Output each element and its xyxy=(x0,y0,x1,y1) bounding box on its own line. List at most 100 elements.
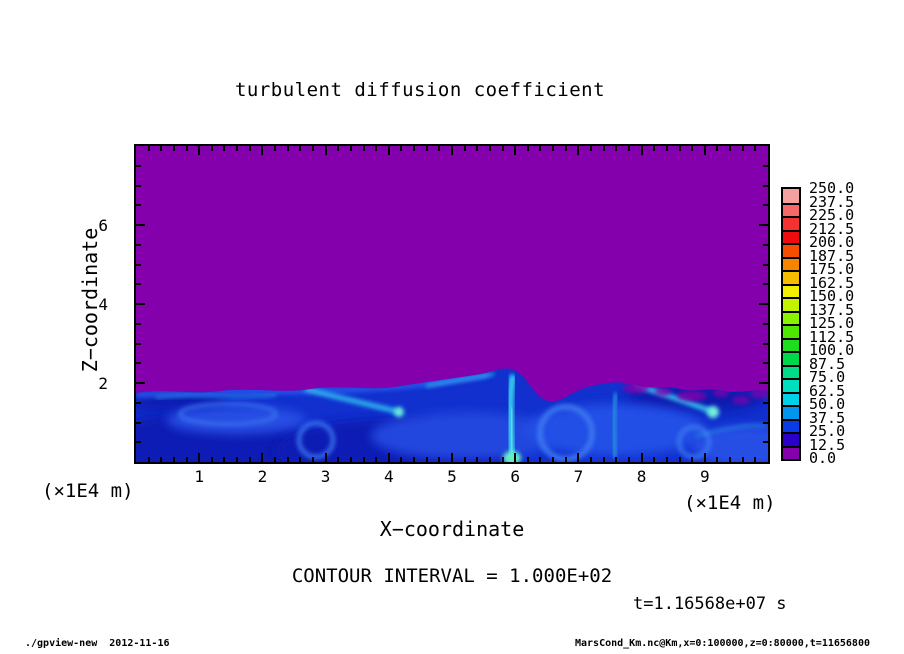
axis-tick xyxy=(136,184,141,187)
x-tick-label: 1 xyxy=(194,467,205,486)
axis-tick xyxy=(136,421,141,424)
axis-tick xyxy=(324,453,327,462)
axis-tick xyxy=(691,457,694,462)
axis-tick xyxy=(136,204,141,207)
axis-tick xyxy=(763,164,768,167)
colorbar-cell xyxy=(783,445,799,459)
axis-tick xyxy=(413,146,416,151)
colorbar-tick-label: 37.5 xyxy=(809,408,846,427)
axis-tick xyxy=(210,146,213,151)
colorbar-cell xyxy=(783,418,799,432)
axis-tick xyxy=(299,146,302,151)
axis-tick xyxy=(261,453,264,462)
colorbar-cell xyxy=(783,310,799,324)
colorbar-cell xyxy=(783,189,799,203)
axis-tick xyxy=(362,146,365,151)
heatmap-field xyxy=(136,146,768,462)
axis-tick xyxy=(136,362,141,365)
axis-tick xyxy=(286,457,289,462)
colorbar-cell xyxy=(783,378,799,392)
axis-tick xyxy=(223,146,226,151)
x-tick-label: 6 xyxy=(510,467,521,486)
x-tick-label: 3 xyxy=(320,467,331,486)
colorbar-cell xyxy=(783,405,799,419)
colorbar-cell xyxy=(783,216,799,230)
axis-tick xyxy=(136,283,141,286)
axis-tick xyxy=(375,146,378,151)
axis-tick xyxy=(136,382,145,384)
axis-tick xyxy=(539,457,542,462)
y-axis-unit-label: (×1E4 m) xyxy=(42,480,134,502)
axis-tick xyxy=(729,457,732,462)
axis-tick xyxy=(136,243,141,246)
axis-tick xyxy=(590,146,593,151)
axis-tick xyxy=(640,453,643,462)
axis-tick xyxy=(627,457,630,462)
axis-tick xyxy=(274,457,277,462)
axis-tick xyxy=(324,146,327,155)
axis-tick xyxy=(665,457,668,462)
footer-program-date: ./gpview-new 2012-11-16 xyxy=(25,638,170,649)
axis-tick xyxy=(488,457,491,462)
contour-interval-note: CONTOUR INTERVAL = 1.000E+02 xyxy=(291,565,613,587)
axis-tick xyxy=(387,453,390,462)
x-tick-label: 8 xyxy=(636,467,647,486)
axis-tick xyxy=(602,457,605,462)
axis-tick xyxy=(136,224,145,226)
axis-tick xyxy=(299,457,302,462)
axis-tick xyxy=(311,457,314,462)
y-tick-label: 4 xyxy=(98,295,108,314)
colorbar-cell xyxy=(783,337,799,351)
axis-tick xyxy=(488,146,491,151)
axis-tick xyxy=(514,146,517,155)
axis-tick xyxy=(763,283,768,286)
axis-tick xyxy=(400,457,403,462)
y-tick-label: 2 xyxy=(98,374,108,393)
colorbar-cell xyxy=(783,351,799,365)
axis-tick xyxy=(337,146,340,151)
time-annotation: t=1.16568e+07 s xyxy=(633,594,787,614)
colorbar-tick-label: 250.0 xyxy=(809,179,855,197)
axis-tick xyxy=(691,146,694,151)
axis-tick xyxy=(451,146,453,155)
axis-tick xyxy=(438,457,441,462)
axis-tick xyxy=(387,146,390,155)
axis-tick xyxy=(763,421,768,424)
axis-tick xyxy=(261,146,264,155)
axis-tick xyxy=(653,146,656,151)
axis-tick xyxy=(759,382,768,384)
colorbar-tick-label: 87.5 xyxy=(809,354,846,373)
axis-tick xyxy=(501,146,504,151)
axis-tick xyxy=(438,146,441,151)
colorbar-cell xyxy=(783,270,799,284)
axis-tick xyxy=(716,146,719,151)
axis-tick xyxy=(763,243,768,246)
axis-tick xyxy=(514,453,517,462)
axis-tick xyxy=(754,457,757,462)
colorbar-tick-label: 200.0 xyxy=(809,233,855,251)
axis-tick xyxy=(763,204,768,207)
x-tick-label: 7 xyxy=(573,467,584,486)
axis-tick xyxy=(627,146,630,151)
axis-tick xyxy=(552,457,555,462)
colorbar-cell xyxy=(783,364,799,378)
colorbar xyxy=(781,187,801,461)
axis-tick xyxy=(703,146,706,155)
axis-tick xyxy=(763,401,768,404)
axis-tick xyxy=(552,146,555,151)
axis-tick xyxy=(223,457,226,462)
axis-tick xyxy=(147,146,150,151)
axis-tick xyxy=(539,146,542,151)
footer-file-info: MarsCond_Km.nc@Km,x=0:100000,z=0:80000,t… xyxy=(574,638,870,649)
axis-tick xyxy=(463,457,466,462)
axis-tick xyxy=(136,441,141,444)
colorbar-tick-label: 225.0 xyxy=(809,206,855,224)
axis-tick xyxy=(160,457,163,462)
colorbar-tick-label: 175.0 xyxy=(809,260,855,278)
axis-tick xyxy=(577,146,580,155)
colorbar-tick-label: 75.0 xyxy=(809,368,846,386)
axis-tick xyxy=(160,146,163,151)
axis-tick xyxy=(451,453,453,462)
axis-tick xyxy=(172,457,175,462)
colorbar-cell xyxy=(783,283,799,297)
